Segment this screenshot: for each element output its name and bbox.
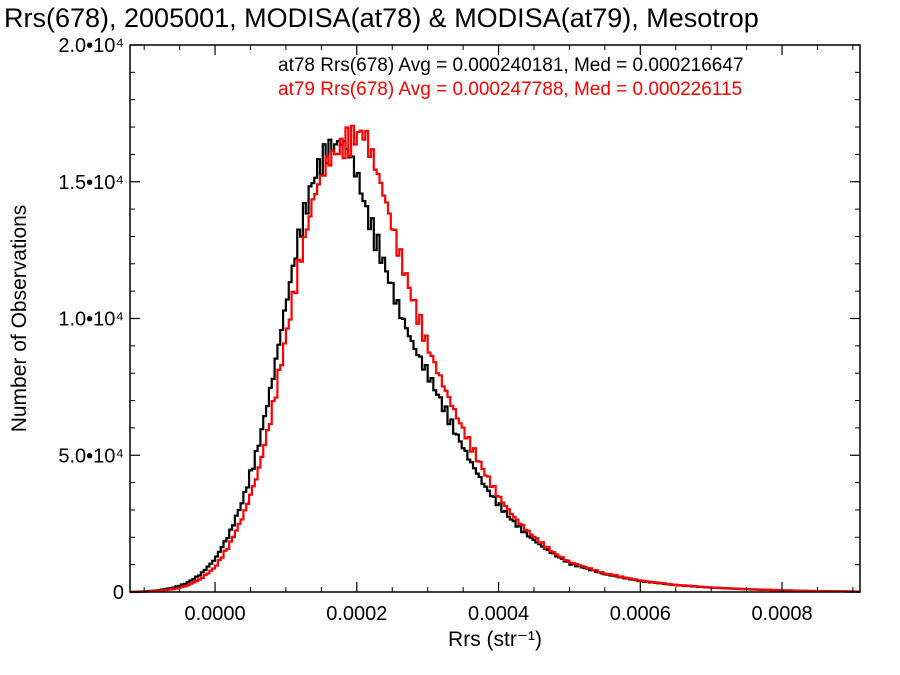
x-tick-label: 0.0004	[468, 603, 529, 625]
series-line-at79	[130, 124, 860, 594]
legend-entry-at79: at79 Rrs(678) Avg = 0.000247788, Med = 0…	[278, 79, 742, 100]
x-tick-label: 0.0002	[326, 603, 387, 625]
tick-group: 0.0000 0.0002 0.0004 0.0006 0.0008 0 5.0•10⁴ 1.…	[58, 35, 860, 625]
y-tick-label: 1.0•10⁴	[58, 309, 124, 331]
x-tick-label: 0.0000	[184, 603, 245, 625]
legend: at78 Rrs(678) Avg = 0.000240181, Med = 0…	[278, 55, 744, 100]
y-tick-label: 2.0•10⁴	[58, 35, 124, 57]
chart-title: Rrs(678), 2005001, MODISA(at78) & MODISA…	[4, 3, 759, 33]
x-tick-label: 0.0006	[610, 603, 671, 625]
x-tick-label: 0.0008	[751, 603, 812, 625]
y-tick-label: 0	[113, 582, 124, 604]
x-axis-label: Rrs (str⁻¹)	[448, 628, 542, 651]
y-tick-label: 1.5•10⁴	[58, 172, 124, 194]
y-axis-label: Number of Observations	[8, 205, 31, 433]
y-tick-label: 5.0•10⁴	[58, 445, 124, 467]
legend-entry-at78: at78 Rrs(678) Avg = 0.000240181, Med = 0…	[278, 55, 744, 76]
series-group	[130, 124, 860, 594]
